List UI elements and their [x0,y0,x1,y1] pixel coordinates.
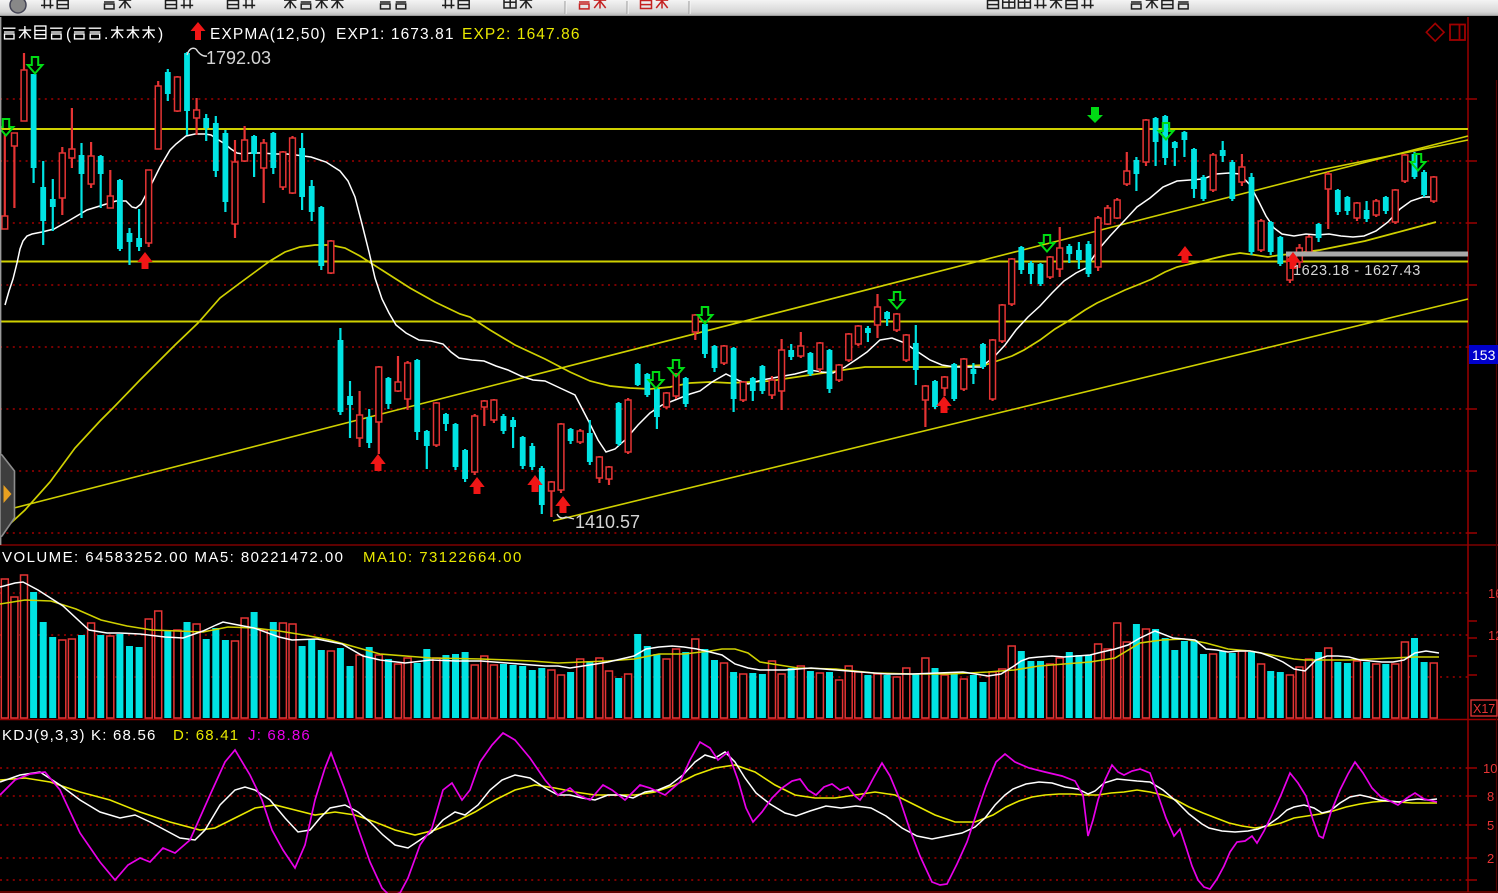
svg-text:10: 10 [1483,761,1497,776]
svg-text:153: 153 [1472,347,1496,363]
svg-text:): ) [158,26,163,43]
svg-text:1410.57: 1410.57 [575,512,640,532]
svg-text:EXP2: 1647.86: EXP2: 1647.86 [462,26,581,43]
svg-text:5: 5 [1487,818,1494,833]
svg-text:EXP1: 1673.81: EXP1: 1673.81 [336,26,455,43]
svg-text:EXPMA(12,50): EXPMA(12,50) [210,26,327,43]
svg-text:KDJ(9,3,3) K: 68.56: KDJ(9,3,3) K: 68.56 [2,727,157,744]
svg-text:1792.03: 1792.03 [206,48,271,68]
svg-text:2: 2 [1487,851,1494,866]
svg-text:1623.18 - 1627.43: 1623.18 - 1627.43 [1293,263,1421,279]
svg-text:12: 12 [1488,628,1498,643]
svg-text:.: . [104,26,108,43]
svg-text:(: ( [66,26,72,43]
svg-text:8: 8 [1487,789,1494,804]
svg-text:J: 68.86: J: 68.86 [248,727,311,744]
svg-text:16: 16 [1488,586,1498,601]
svg-text:MA10: 73122664.00: MA10: 73122664.00 [363,549,523,566]
svg-text:VOLUME: 64583252.00 MA5: 80221: VOLUME: 64583252.00 MA5: 80221472.00 [2,549,344,566]
svg-text:X17: X17 [1473,702,1495,716]
svg-text:D: 68.41: D: 68.41 [173,727,239,744]
